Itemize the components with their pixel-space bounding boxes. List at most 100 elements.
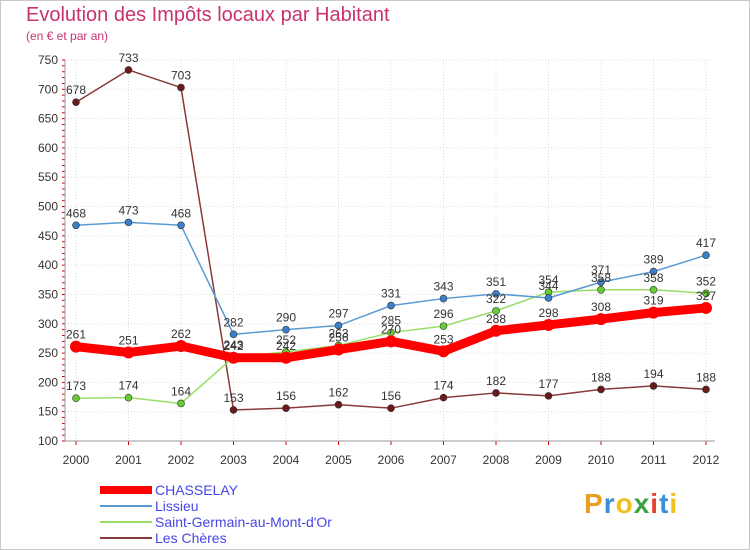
data-point	[439, 322, 448, 330]
data-label: 263	[328, 326, 348, 340]
data-label: 156	[276, 389, 296, 403]
grid-lines	[65, 59, 715, 442]
x-tick-label: 2001	[115, 453, 142, 467]
x-tick-label: 2002	[168, 453, 195, 467]
data-label: 153	[223, 391, 243, 405]
x-tick-label: 2008	[483, 453, 510, 467]
y-tick-label: 650	[38, 112, 58, 126]
data-label: 468	[66, 206, 86, 220]
data-label: 308	[591, 300, 611, 314]
data-point	[124, 66, 133, 74]
data-point	[122, 346, 135, 359]
plot-area	[65, 60, 715, 441]
y-tick-label: 200	[38, 375, 58, 389]
data-label: 331	[381, 287, 401, 301]
data-point	[702, 385, 710, 394]
y-tick-label: 600	[38, 141, 58, 155]
data-point	[649, 285, 658, 294]
data-label: 194	[643, 367, 663, 381]
data-label: 473	[118, 203, 138, 217]
y-tick-label: 350	[38, 287, 58, 301]
x-tick-label: 2011	[641, 453, 667, 467]
data-label: 733	[118, 51, 138, 65]
y-tick-label: 550	[38, 170, 58, 184]
logo-letter: x	[633, 488, 651, 519]
data-point	[229, 406, 238, 414]
data-point	[702, 251, 710, 259]
x-tick-label: 2003	[220, 453, 247, 467]
data-label: 156	[381, 389, 401, 403]
data-label: 270	[381, 322, 401, 336]
y-tick-label: 500	[38, 200, 58, 214]
series-layer	[70, 66, 712, 414]
data-point	[229, 330, 238, 339]
data-label: 389	[643, 253, 663, 267]
data-point	[72, 394, 80, 403]
logo-letter: o	[615, 488, 634, 519]
data-label: 290	[276, 311, 296, 325]
data-point	[280, 351, 292, 364]
y-tick-label: 300	[38, 317, 58, 331]
data-point	[597, 278, 605, 286]
data-label: 282	[223, 315, 243, 329]
data-labels: 261 251 262 242 242 256 270 253 288 298 308 319 327 4…	[66, 51, 716, 405]
legend-label: Les Chères	[155, 530, 227, 546]
x-tick-label: 2000	[63, 453, 90, 467]
data-label: 256	[328, 331, 348, 345]
data-point	[177, 83, 185, 92]
y-tick-label: 400	[38, 258, 58, 272]
data-label: 262	[171, 327, 191, 341]
logo-letter: t	[659, 488, 670, 519]
data-point	[70, 340, 82, 353]
y-tick-label: 750	[38, 53, 58, 67]
data-point	[175, 340, 187, 353]
data-point	[332, 343, 345, 356]
data-point	[282, 325, 290, 334]
data-point	[647, 306, 660, 319]
y-tick-label: 150	[38, 405, 58, 419]
y-tick-label: 450	[38, 229, 58, 243]
data-label: 252	[276, 333, 296, 347]
data-label: 188	[696, 370, 716, 384]
data-point	[702, 289, 710, 298]
legend-label: Lissieu	[155, 498, 199, 514]
data-label: 468	[171, 206, 191, 220]
data-label: 164	[171, 384, 191, 398]
data-label: 261	[66, 328, 86, 342]
data-point	[72, 221, 80, 230]
data-label: 358	[591, 271, 611, 285]
chart-subtitle: (en € et par an)	[26, 29, 109, 43]
data-point	[282, 404, 290, 412]
data-point	[177, 221, 185, 230]
data-point	[544, 392, 553, 400]
data-point	[227, 351, 240, 364]
legend-label: Saint-Germain-au-Mont-d'Or	[155, 514, 332, 530]
x-tick-label: 2004	[273, 453, 300, 467]
data-point	[124, 393, 133, 402]
x-tick-label: 2005	[325, 453, 352, 467]
logo-letter: r	[603, 488, 616, 519]
data-label: 253	[433, 332, 453, 346]
data-label: 174	[118, 379, 138, 393]
axes: 100 150 200 250 300 350 400 450 500 550 600 650 700 7…	[38, 53, 720, 467]
data-label: 188	[591, 370, 611, 384]
data-point	[334, 400, 343, 409]
data-label: 703	[171, 69, 191, 83]
data-label: 354	[538, 273, 558, 287]
data-label: 417	[696, 236, 716, 250]
data-label: 327	[696, 289, 716, 303]
y-tick-label: 250	[38, 346, 58, 360]
data-point	[649, 267, 658, 276]
data-label: 242	[223, 339, 243, 353]
data-point	[542, 318, 555, 331]
data-point	[387, 301, 395, 310]
series-chasselay	[70, 301, 712, 364]
data-point	[544, 294, 553, 302]
series-lissieu	[72, 218, 710, 339]
data-point	[124, 218, 133, 227]
chart-title: Evolution des Impôts locaux par Habitant	[26, 4, 390, 26]
data-point	[385, 335, 397, 348]
data-label: 343	[433, 280, 453, 294]
data-point	[387, 404, 395, 412]
